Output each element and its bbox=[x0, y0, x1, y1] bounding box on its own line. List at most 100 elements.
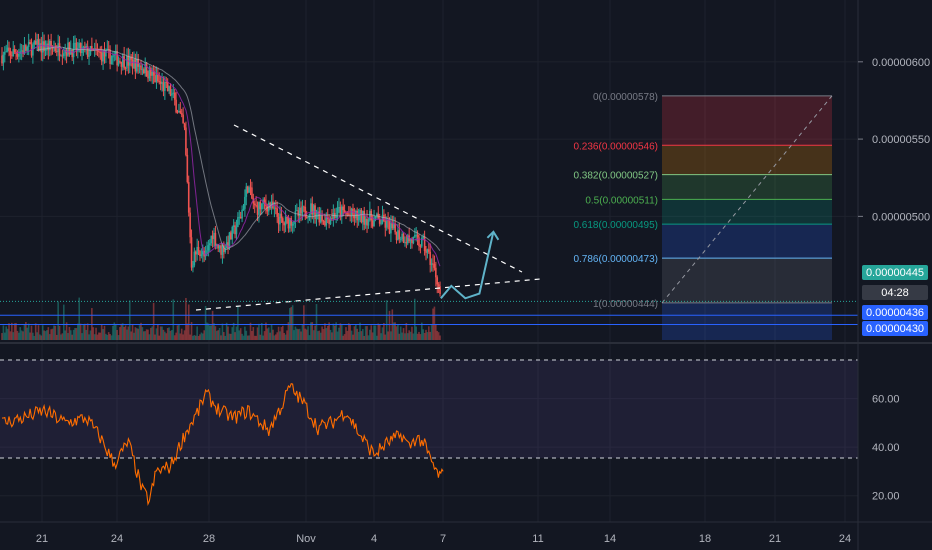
price-axis[interactable]: 0.00000600 0.00000550 0.00000500 bbox=[858, 57, 930, 224]
candle-body bbox=[194, 251, 197, 255]
volume-bar bbox=[100, 324, 103, 340]
candle-body bbox=[315, 214, 318, 220]
price-tick-label: 0.00000600 bbox=[872, 57, 930, 69]
volume-bar bbox=[214, 326, 217, 340]
time-tick-label: 24 bbox=[111, 533, 123, 545]
volume-bar bbox=[253, 335, 256, 340]
volume-bar bbox=[12, 332, 15, 340]
candle-body bbox=[189, 212, 191, 238]
candle-body bbox=[335, 215, 337, 218]
volume-bar bbox=[223, 332, 225, 340]
price-tag bbox=[862, 305, 928, 320]
candle-body bbox=[20, 50, 23, 52]
candle-body bbox=[245, 186, 248, 197]
candle-body bbox=[371, 220, 374, 227]
candle-body bbox=[342, 206, 344, 211]
candle-body bbox=[217, 244, 220, 249]
volume-bar bbox=[50, 329, 52, 340]
volume-bar bbox=[390, 331, 392, 340]
volume-bar bbox=[349, 324, 351, 340]
volume-bar bbox=[380, 333, 382, 340]
candle-body bbox=[273, 207, 276, 209]
volume-bar bbox=[216, 330, 218, 340]
candle-body bbox=[25, 45, 27, 51]
volume-bar bbox=[93, 334, 96, 340]
price-tag bbox=[862, 321, 928, 336]
fib-level-label: 0.382(0.00000527) bbox=[573, 171, 658, 182]
volume-bar bbox=[207, 323, 210, 340]
volume-bar bbox=[345, 327, 347, 340]
volume-bar bbox=[206, 322, 208, 340]
volume-bar bbox=[265, 322, 267, 340]
volume-bar bbox=[44, 331, 47, 340]
candle-body bbox=[423, 236, 426, 252]
candle-body bbox=[114, 51, 117, 55]
volume-bar bbox=[13, 323, 16, 340]
volume-bar bbox=[381, 327, 384, 340]
volume-bar bbox=[151, 326, 154, 340]
candle-body bbox=[158, 81, 161, 82]
volume-bar bbox=[239, 328, 242, 340]
volume-bar bbox=[413, 298, 416, 340]
candle-body bbox=[141, 69, 144, 71]
candle-body bbox=[47, 43, 50, 51]
volume-bar bbox=[126, 329, 128, 340]
volume-bar bbox=[279, 331, 281, 340]
volume-bar bbox=[53, 325, 55, 340]
volume-bar bbox=[405, 323, 408, 340]
volume-bar bbox=[220, 335, 222, 340]
candle-body bbox=[289, 218, 291, 229]
fibonacci-retracement[interactable] bbox=[661, 95, 833, 340]
volume-bar bbox=[378, 324, 381, 340]
volume-bar bbox=[287, 322, 290, 340]
volume-bar bbox=[48, 334, 51, 340]
volume-bar bbox=[161, 326, 163, 340]
volume-bar bbox=[235, 326, 238, 340]
price-tag-label: 0.00000445 bbox=[866, 267, 924, 279]
candle-body bbox=[286, 216, 288, 218]
price-series bbox=[1, 32, 441, 297]
candle-body bbox=[346, 213, 349, 215]
candle-body bbox=[67, 42, 69, 56]
volume-bar bbox=[147, 329, 149, 340]
volume-bar bbox=[384, 334, 387, 340]
volume-bar bbox=[117, 335, 120, 340]
volume-bar bbox=[144, 331, 147, 340]
volume-bar bbox=[79, 323, 82, 340]
candle-body bbox=[345, 212, 347, 214]
volume-bar bbox=[180, 328, 183, 340]
volume-bar bbox=[353, 326, 356, 340]
candle-body bbox=[192, 265, 194, 268]
candle-body bbox=[237, 217, 239, 228]
volume-bar bbox=[37, 325, 40, 340]
volume-bar bbox=[77, 323, 79, 340]
volume-bar bbox=[15, 323, 17, 340]
drawings[interactable] bbox=[0, 124, 858, 326]
candle-body bbox=[402, 233, 405, 243]
volume-bar bbox=[78, 297, 81, 340]
volume-bar bbox=[369, 329, 371, 340]
rsi-axis[interactable]: 60.00 40.00 20.00 bbox=[872, 394, 900, 503]
volume-bar bbox=[27, 323, 30, 340]
volume-bar bbox=[171, 329, 173, 340]
volume-bar bbox=[16, 330, 19, 340]
candle-body bbox=[178, 110, 180, 113]
volume-bar bbox=[159, 326, 162, 340]
candle-body bbox=[436, 277, 439, 285]
rsi-band-fill bbox=[0, 360, 858, 458]
candle-body bbox=[310, 203, 312, 214]
candle-body bbox=[406, 235, 409, 244]
volume-bar bbox=[408, 330, 410, 340]
candle-body bbox=[293, 221, 295, 224]
candle-body bbox=[244, 196, 246, 209]
candle-body bbox=[151, 71, 154, 76]
candle-body bbox=[300, 207, 302, 214]
candle-body bbox=[353, 215, 356, 219]
candle-body bbox=[430, 263, 433, 265]
volume-bar bbox=[143, 331, 145, 340]
candle-body bbox=[239, 216, 242, 219]
time-axis[interactable]: 21 24 28 Nov 4 7 11 14 18 21 24 bbox=[36, 533, 851, 545]
volume-bar bbox=[319, 332, 322, 340]
volume-bar bbox=[211, 310, 214, 340]
